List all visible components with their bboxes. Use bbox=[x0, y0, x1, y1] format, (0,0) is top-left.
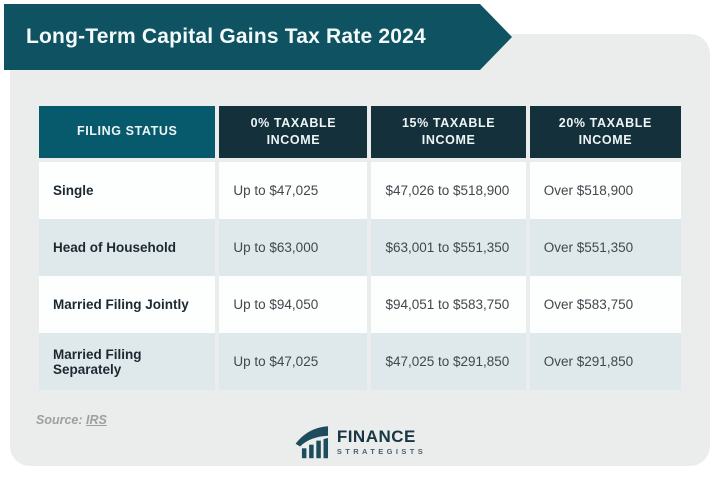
finance-strategists-bars-arc-icon bbox=[294, 424, 330, 460]
cell-filing-status: Head of Household bbox=[39, 219, 216, 276]
cell-filing-status: Single bbox=[39, 162, 216, 219]
cell-20-percent-bracket: Over $551,350 bbox=[529, 219, 681, 276]
source-label: Source: bbox=[36, 413, 83, 427]
col-header-0-percent: 0% TAXABLE INCOME bbox=[219, 106, 368, 162]
cell-20-percent-bracket: Over $291,850 bbox=[529, 333, 681, 390]
tax-rate-table-wrap: FILING STATUS 0% TAXABLE INCOME 15% TAXA… bbox=[35, 106, 685, 390]
cell-15-percent-bracket: $47,025 to $291,850 bbox=[371, 333, 526, 390]
table-row-head-of-household: Head of Household Up to $63,000 $63,001 … bbox=[39, 219, 681, 276]
cell-0-percent-bracket: Up to $63,000 bbox=[219, 219, 368, 276]
cell-filing-status: Married Filing Jointly bbox=[39, 276, 216, 333]
cell-15-percent-bracket: $47,026 to $518,900 bbox=[371, 162, 526, 219]
col-header-20-percent: 20% TAXABLE INCOME bbox=[529, 106, 681, 162]
header-row: FILING STATUS 0% TAXABLE INCOME 15% TAXA… bbox=[39, 106, 681, 162]
source-link-irs[interactable]: IRS bbox=[86, 413, 107, 427]
cell-0-percent-bracket: Up to $47,025 bbox=[219, 333, 368, 390]
logo-line2: STRATEGISTS bbox=[336, 447, 427, 457]
logo-line1: FINANCE bbox=[336, 427, 416, 447]
source-note: Source: IRS bbox=[36, 413, 107, 427]
table-row-single: Single Up to $47,025 $47,026 to $518,900… bbox=[39, 162, 681, 219]
table-row-married-separately: Married Filing Separately Up to $47,025 … bbox=[39, 333, 681, 390]
tax-rate-table: FILING STATUS 0% TAXABLE INCOME 15% TAXA… bbox=[35, 106, 685, 390]
cell-15-percent-bracket: $94,051 to $583,750 bbox=[371, 276, 526, 333]
col-header-15-percent: 15% TAXABLE INCOME bbox=[371, 106, 526, 162]
cell-0-percent-bracket: Up to $94,050 bbox=[219, 276, 368, 333]
col-header-filing-status: FILING STATUS bbox=[39, 106, 216, 162]
cell-20-percent-bracket: Over $518,900 bbox=[529, 162, 681, 219]
cell-20-percent-bracket: Over $583,750 bbox=[529, 276, 681, 333]
logo-wordmark: FINANCE STRATEGISTS bbox=[337, 428, 426, 456]
page-title: Long-Term Capital Gains Tax Rate 2024 bbox=[26, 25, 426, 48]
cell-filing-status: Married Filing Separately bbox=[39, 333, 216, 390]
finance-strategists-logo: FINANCE STRATEGISTS bbox=[294, 424, 426, 460]
cell-0-percent-bracket: Up to $47,025 bbox=[219, 162, 368, 219]
table-row-married-jointly: Married Filing Jointly Up to $94,050 $94… bbox=[39, 276, 681, 333]
cell-15-percent-bracket: $63,001 to $551,350 bbox=[371, 219, 526, 276]
title-banner: Long-Term Capital Gains Tax Rate 2024 bbox=[4, 4, 512, 70]
